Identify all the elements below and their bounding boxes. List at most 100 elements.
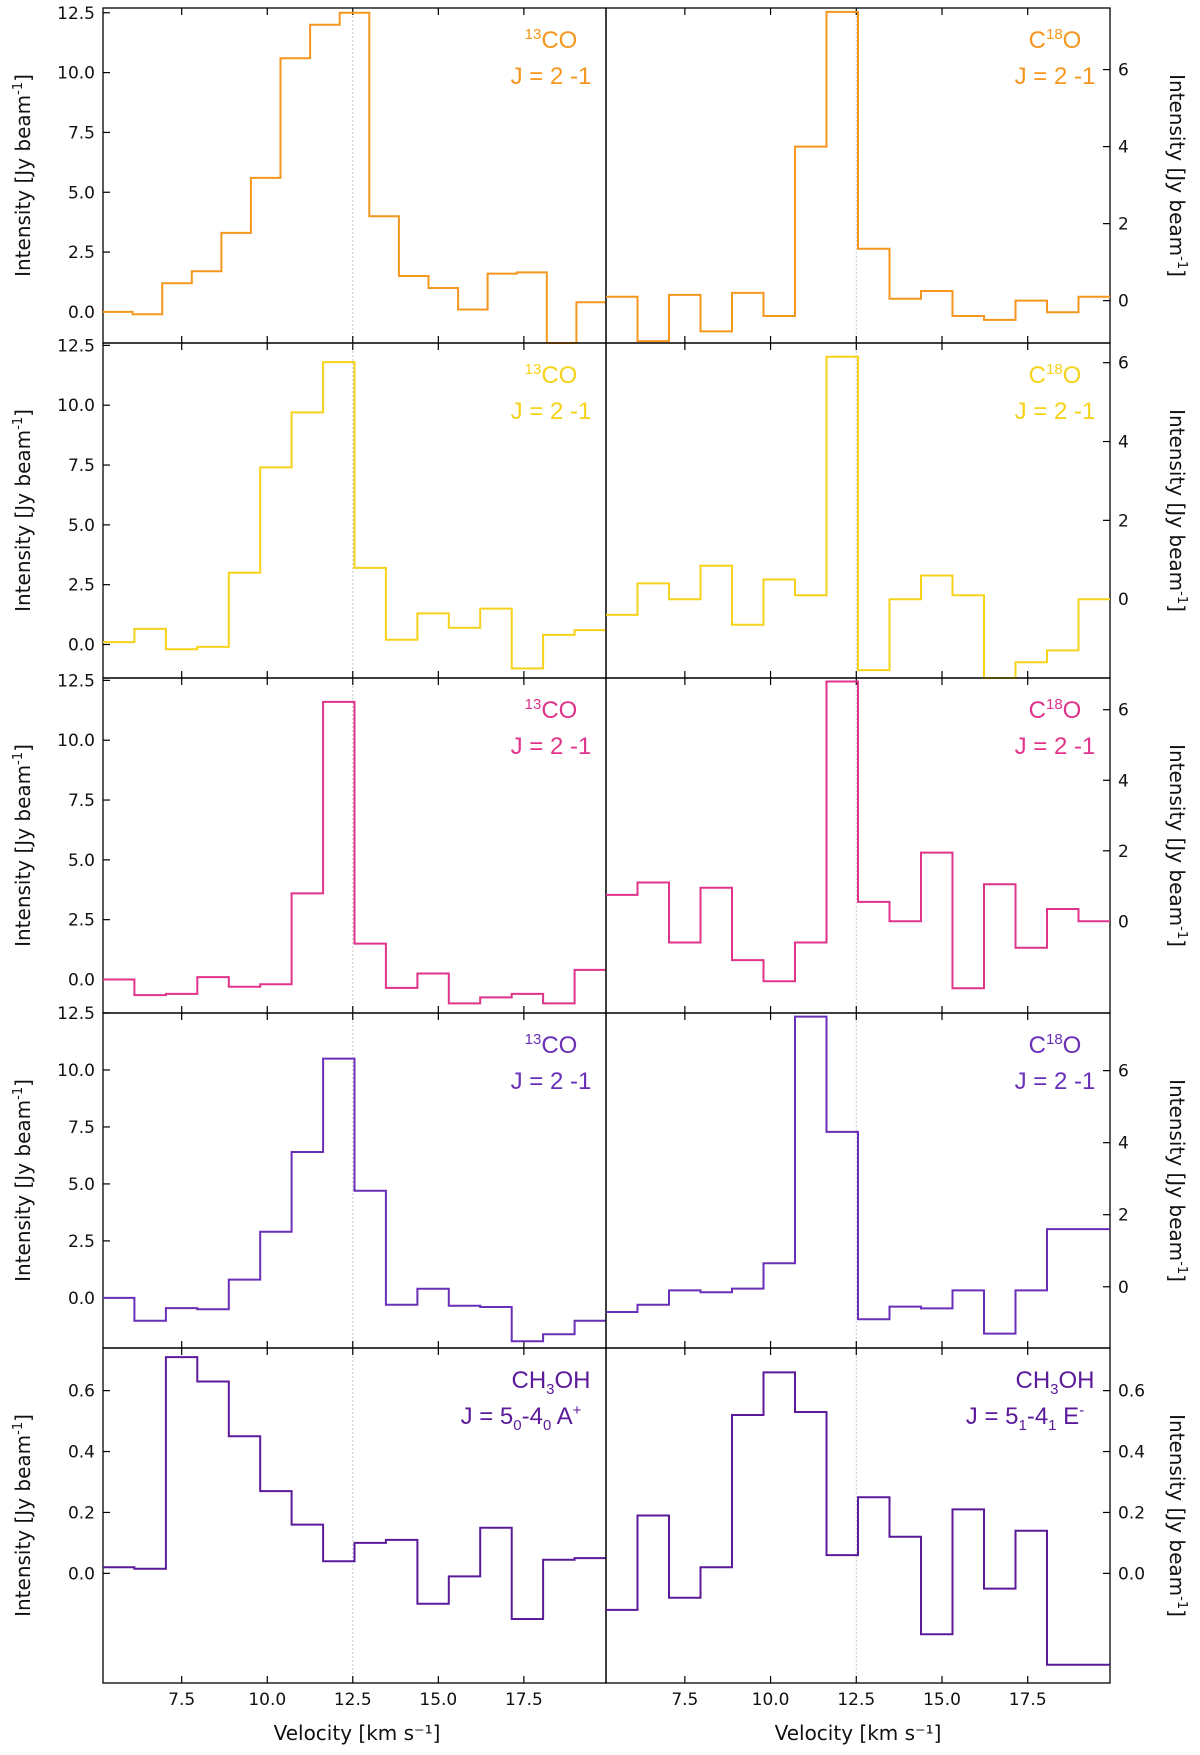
y-axis-title-text: Intensity [Jy beam (1165, 1079, 1189, 1261)
y-tick-label: 2 (1118, 215, 1129, 235)
panel-r4-left-y-axis-title: Intensity [Jy beam-1] (11, 1079, 35, 1282)
y-axis-title-text: Intensity [Jy beam (1165, 744, 1189, 926)
y-tick-label: 4 (1118, 138, 1129, 158)
x-tick-label: 15.0 (923, 1690, 961, 1710)
y-tick-label: 0.0 (68, 971, 95, 991)
y-tick-label: 0 (1118, 292, 1129, 312)
y-tick-label: 2 (1118, 1206, 1129, 1226)
y-axis-title-sup: -1 (1174, 926, 1189, 939)
panel-r4-right-spectrum-line (606, 1015, 1110, 1335)
panel-r5-left-frame (102, 1347, 607, 1684)
panel-r3-right-molecule-label: C18O (1029, 696, 1082, 724)
y-tick-label: 2.5 (68, 576, 95, 596)
panel-r5-right-molecule-label: CH3OH (1015, 1367, 1094, 1398)
y-tick-label: 0.0 (1118, 1564, 1145, 1584)
panel-r2-right-molecule-label: C18O (1029, 361, 1082, 389)
transition-sub: 0 (513, 1417, 521, 1434)
x-tick-label: 10.0 (248, 1690, 286, 1710)
y-tick-label: 12.5 (57, 671, 95, 691)
y-tick-label: 12.5 (57, 4, 95, 24)
y-axis-title-close: ] (11, 1414, 35, 1422)
y-axis-title-sup: -1 (11, 417, 26, 430)
y-axis-title-close: ] (1165, 269, 1189, 277)
transition-text: -4 (1027, 1403, 1048, 1430)
panel-r3-left-spectrum-line (103, 700, 606, 1005)
y-axis-title-close: ] (11, 409, 35, 417)
x-tick-label: 10.0 (752, 1690, 790, 1710)
y-axis-title-close: ] (11, 744, 35, 752)
y-tick-label: 0.0 (68, 1289, 95, 1309)
y-axis-title-close: ] (11, 74, 35, 82)
y-tick-label: 5.0 (68, 183, 95, 203)
x-tick-label: 12.5 (334, 1690, 372, 1710)
y-tick-label: 12.5 (57, 1004, 95, 1024)
panel-r5-right-transition-label: J = 51-41 E- (966, 1402, 1084, 1434)
y-tick-label: 7.5 (68, 456, 95, 476)
y-tick-label: 2.5 (68, 1232, 95, 1252)
y-tick-label: 0.0 (68, 1564, 95, 1584)
panel-r5-left-spectrum-line (103, 1356, 606, 1620)
panel-r2-left-transition-label: J = 2 -1 (511, 398, 592, 425)
y-tick-label: 0.0 (68, 636, 95, 656)
molecule-name: O (1063, 1032, 1082, 1059)
x-tick-label: 7.5 (168, 1690, 195, 1710)
y-tick-label: 0.0 (68, 303, 95, 323)
panel-r4-left-spectrum-line (103, 1057, 606, 1343)
molecule-subscript: 3 (546, 1381, 554, 1398)
y-tick-label: 0 (1118, 1278, 1129, 1298)
y-tick-label: 5.0 (68, 851, 95, 871)
y-tick-label: 2 (1118, 511, 1129, 531)
panel-r5-right-frame (605, 1347, 1111, 1684)
isotope-sup: 18 (1046, 26, 1063, 43)
y-tick-label: 0 (1118, 912, 1129, 932)
y-tick-label: 2 (1118, 842, 1129, 862)
y-tick-label: 7.5 (68, 791, 95, 811)
y-tick-label: 7.5 (68, 1118, 95, 1138)
panel-r5-right-spectrum-line (606, 1371, 1110, 1666)
transition-text: A (551, 1403, 572, 1430)
y-tick-label: 6 (1118, 354, 1129, 374)
y-axis-title-text: Intensity [Jy beam (11, 765, 35, 947)
y-tick-label: 0.6 (68, 1382, 95, 1402)
transition-text: E (1057, 1403, 1080, 1430)
panel-r3-right-transition-label: J = 2 -1 (1015, 733, 1096, 760)
panel-r4-left-transition-label: J = 2 -1 (511, 1068, 592, 1095)
x-axis-title-right: Velocity [km s⁻¹] (775, 1721, 942, 1745)
isotope-sup: 18 (1046, 1031, 1063, 1048)
panel-r3-left-y-axis-title: Intensity [Jy beam-1] (11, 744, 35, 947)
molecule-name-rest: OH (555, 1367, 591, 1394)
isotope-sup: 18 (1046, 361, 1063, 378)
y-axis-title-text: Intensity [Jy beam (1165, 1414, 1189, 1596)
y-axis-title-close: ] (1165, 1274, 1189, 1282)
panel-r1-left-transition-label: J = 2 -1 (511, 63, 592, 90)
y-tick-label: 5.0 (68, 1175, 95, 1195)
y-axis-title-close: ] (1165, 604, 1189, 612)
y-axis-title-sup: -1 (11, 752, 26, 765)
y-tick-label: 10.0 (57, 396, 95, 416)
molecule-name: CO (541, 1032, 577, 1059)
panel-r1-left-frame (102, 7, 607, 344)
molecule-name: CO (541, 27, 577, 54)
transition-sup: + (573, 1402, 582, 1419)
transition-text: J = 5 (461, 1403, 514, 1430)
y-axis-title-close: ] (1165, 1609, 1189, 1617)
y-tick-label: 4 (1118, 1134, 1129, 1154)
panel-r5-left-transition-label: J = 50-40 A+ (461, 1402, 582, 1434)
panel-r1-left-y-axis-title: Intensity [Jy beam-1] (11, 74, 35, 277)
y-axis-title-close: ] (1165, 939, 1189, 947)
panel-r1-right-spectrum-line (606, 10, 1110, 343)
y-axis-title-sup: -1 (1174, 1596, 1189, 1609)
isotope-sup: 18 (1046, 696, 1063, 713)
panel-r5-left-y-axis-title: Intensity [Jy beam-1] (11, 1414, 35, 1617)
y-axis-title-text: Intensity [Jy beam (11, 1100, 35, 1282)
transition-sub: 1 (1048, 1417, 1056, 1434)
panel-r1-right-y-axis-title: Intensity [Jy beam-1] (1165, 74, 1189, 277)
y-tick-label: 0.6 (1118, 1382, 1145, 1402)
molecule-name: CH (511, 1367, 546, 1394)
panel-r2-right-transition-label: J = 2 -1 (1015, 398, 1096, 425)
y-axis-title-sup: -1 (11, 1422, 26, 1435)
y-tick-label: 2.5 (68, 243, 95, 263)
panel-r2-right-spectrum-line (606, 355, 1110, 679)
molecule-name-rest: OH (1059, 1367, 1095, 1394)
